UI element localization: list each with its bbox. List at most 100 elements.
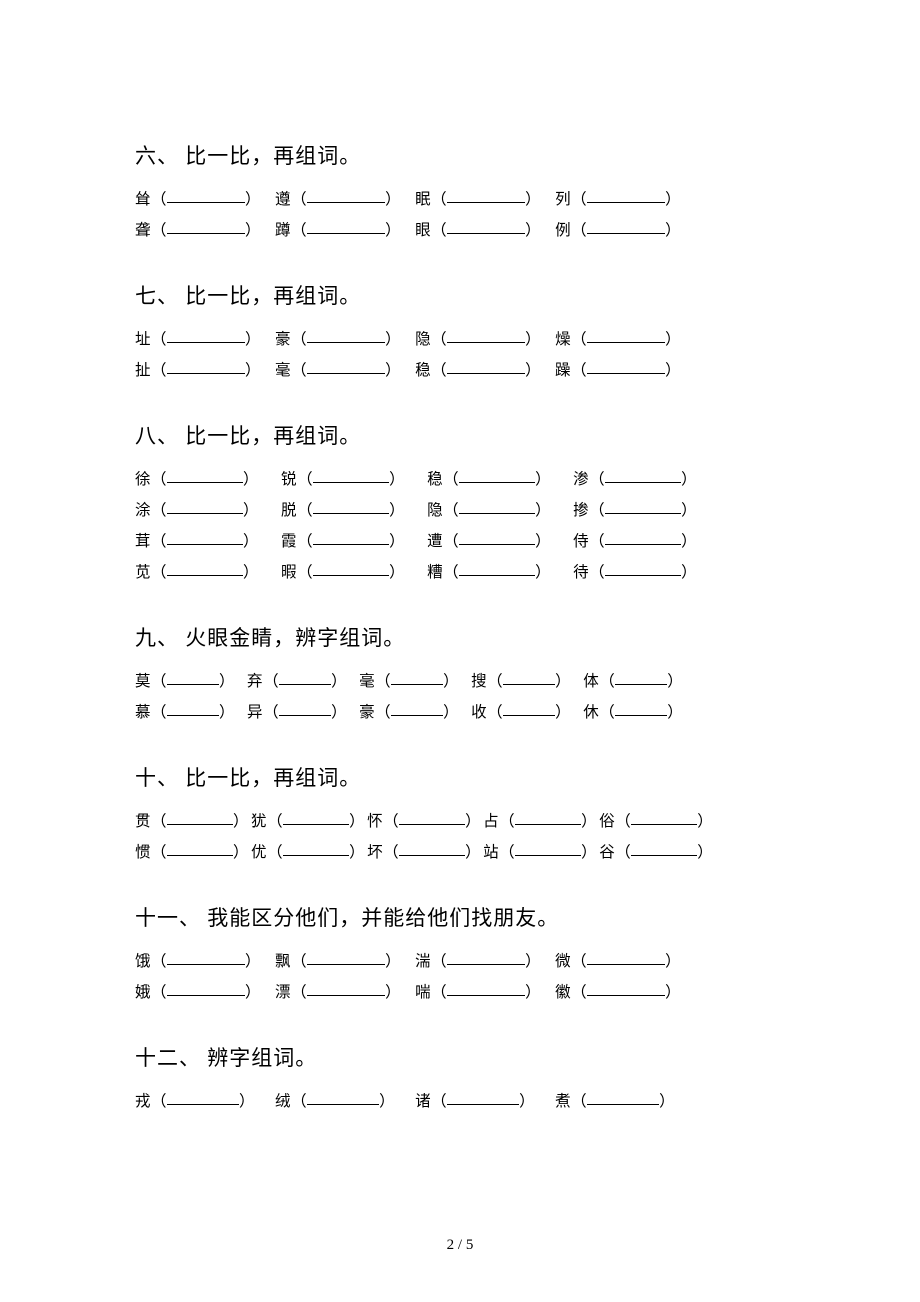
answer-blank[interactable] — [167, 187, 245, 204]
paren-open: （ — [291, 1093, 307, 1110]
answer-blank[interactable] — [515, 840, 581, 857]
answer-blank[interactable] — [447, 327, 525, 344]
character: 犹 — [251, 813, 267, 830]
answer-blank[interactable] — [459, 498, 535, 515]
sections-container: 六、 比一比，再组词。耸（）遵（）眠（）列（）聋（）蹲（）眼（）例（）七、 比一… — [135, 140, 795, 1117]
character: 待 — [573, 564, 589, 581]
answer-blank[interactable] — [167, 840, 233, 857]
answer-blank[interactable] — [391, 700, 443, 717]
answer-blank[interactable] — [503, 669, 555, 686]
answer-blank[interactable] — [587, 1089, 659, 1106]
paren-close: ） — [385, 222, 401, 239]
exercise-row: 涂（）脱（）隐（）掺（） — [135, 495, 795, 526]
answer-blank[interactable] — [307, 327, 385, 344]
paren-open: （ — [151, 1093, 167, 1110]
answer-blank[interactable] — [167, 949, 245, 966]
answer-blank[interactable] — [307, 1089, 379, 1106]
answer-blank[interactable] — [515, 809, 581, 826]
answer-blank[interactable] — [447, 218, 525, 235]
paren-open: （ — [375, 673, 391, 690]
answer-blank[interactable] — [167, 218, 245, 235]
paren-close: ） — [245, 331, 261, 348]
exercise-section: 七、 比一比，再组词。址（）豪（）隐（）燥（）扯（）毫（）稳（）躁（） — [135, 280, 795, 386]
answer-blank[interactable] — [167, 358, 245, 375]
paren-open: （ — [267, 813, 283, 830]
answer-blank[interactable] — [391, 669, 443, 686]
answer-blank[interactable] — [587, 358, 665, 375]
paren-open: （ — [297, 502, 313, 519]
answer-blank[interactable] — [167, 809, 233, 826]
paren-open: （ — [589, 502, 605, 519]
answer-blank[interactable] — [631, 840, 697, 857]
character: 诸 — [415, 1093, 431, 1110]
answer-blank[interactable] — [459, 529, 535, 546]
paren-close: ） — [389, 502, 405, 519]
answer-blank[interactable] — [283, 809, 349, 826]
answer-blank[interactable] — [279, 700, 331, 717]
answer-blank[interactable] — [587, 949, 665, 966]
answer-blank[interactable] — [313, 467, 389, 484]
answer-blank[interactable] — [167, 327, 245, 344]
answer-blank[interactable] — [167, 1089, 239, 1106]
answer-blank[interactable] — [615, 700, 667, 717]
answer-blank[interactable] — [587, 327, 665, 344]
answer-blank[interactable] — [605, 467, 681, 484]
answer-blank[interactable] — [503, 700, 555, 717]
answer-blank[interactable] — [167, 498, 243, 515]
answer-blank[interactable] — [167, 529, 243, 546]
answer-blank[interactable] — [283, 840, 349, 857]
paren-open: （ — [499, 813, 515, 830]
answer-blank[interactable] — [307, 218, 385, 235]
paren-close: ） — [385, 362, 401, 379]
exercise-row: 慕（）异（）豪（）收（）休（） — [135, 697, 795, 728]
answer-blank[interactable] — [631, 809, 697, 826]
answer-blank[interactable] — [307, 187, 385, 204]
answer-blank[interactable] — [307, 949, 385, 966]
answer-blank[interactable] — [313, 560, 389, 577]
answer-blank[interactable] — [587, 187, 665, 204]
answer-blank[interactable] — [167, 700, 219, 717]
answer-blank[interactable] — [447, 187, 525, 204]
paren-open: （ — [151, 673, 167, 690]
answer-blank[interactable] — [307, 980, 385, 997]
character: 漂 — [275, 984, 291, 1001]
exercise-section: 九、 火眼金睛，辨字组词。莫（）弃（）毫（）搜（）体（）慕（）异（）豪（）收（）… — [135, 622, 795, 728]
character: 遵 — [275, 191, 291, 208]
paren-open: （ — [615, 813, 631, 830]
answer-blank[interactable] — [313, 529, 389, 546]
answer-blank[interactable] — [459, 467, 535, 484]
answer-blank[interactable] — [605, 529, 681, 546]
exercise-row: 苋（）暇（）糟（）待（） — [135, 557, 795, 588]
answer-blank[interactable] — [605, 560, 681, 577]
answer-blank[interactable] — [447, 949, 525, 966]
character: 怀 — [367, 813, 383, 830]
answer-blank[interactable] — [167, 669, 219, 686]
answer-blank[interactable] — [399, 840, 465, 857]
answer-blank[interactable] — [167, 467, 243, 484]
answer-blank[interactable] — [605, 498, 681, 515]
exercise-row: 贯（）犹（）怀（）占（）俗（） — [135, 806, 795, 837]
exercise-row: 娥（）漂（）喘（）徽（） — [135, 977, 795, 1008]
character: 毫 — [359, 673, 375, 690]
paren-open: （ — [151, 844, 167, 861]
answer-blank[interactable] — [399, 809, 465, 826]
answer-blank[interactable] — [167, 560, 243, 577]
answer-blank[interactable] — [587, 980, 665, 997]
answer-blank[interactable] — [447, 1089, 519, 1106]
answer-blank[interactable] — [447, 980, 525, 997]
answer-blank[interactable] — [307, 358, 385, 375]
answer-blank[interactable] — [447, 358, 525, 375]
paren-open: （ — [151, 362, 167, 379]
answer-blank[interactable] — [587, 218, 665, 235]
answer-blank[interactable] — [167, 980, 245, 997]
answer-blank[interactable] — [459, 560, 535, 577]
character: 蹲 — [275, 222, 291, 239]
paren-close: ） — [555, 704, 571, 721]
paren-open: （ — [431, 222, 447, 239]
paren-open: （ — [499, 844, 515, 861]
exercise-section: 八、 比一比，再组词。徐（）锐（）稳（）渗（）涂（）脱（）隐（）掺（）茸（）霞（… — [135, 420, 795, 588]
answer-blank[interactable] — [615, 669, 667, 686]
answer-blank[interactable] — [279, 669, 331, 686]
answer-blank[interactable] — [313, 498, 389, 515]
paren-open: （ — [297, 564, 313, 581]
